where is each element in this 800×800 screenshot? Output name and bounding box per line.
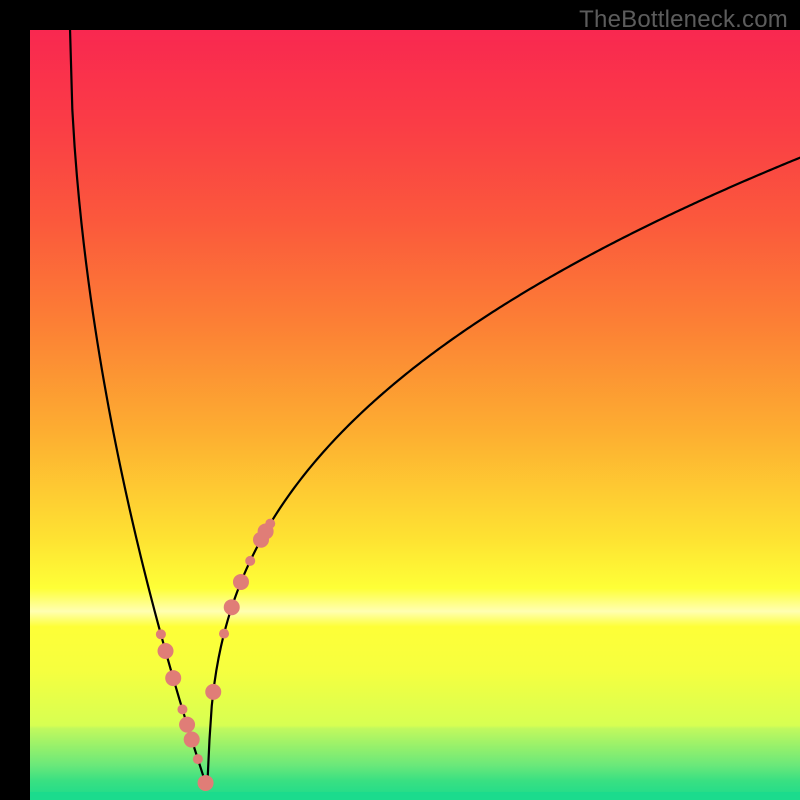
bottom-green-strip: [30, 792, 800, 800]
curve-marker: [265, 519, 275, 529]
curve-marker: [184, 732, 200, 748]
curve-marker: [245, 556, 255, 566]
curve-marker: [193, 754, 203, 764]
watermark-text: TheBottleneck.com: [579, 6, 788, 34]
curve-marker: [165, 670, 181, 686]
chart-stage: TheBottleneck.com: [0, 0, 800, 800]
curve-marker: [156, 629, 166, 639]
plot-background: [30, 30, 800, 800]
curve-marker: [233, 574, 249, 590]
chart-svg: [0, 0, 800, 800]
curve-marker: [224, 599, 240, 615]
curve-marker: [177, 704, 187, 714]
curve-marker: [179, 717, 195, 733]
curve-marker: [219, 629, 229, 639]
curve-marker: [205, 684, 221, 700]
curve-marker: [158, 643, 174, 659]
curve-marker: [198, 775, 214, 791]
